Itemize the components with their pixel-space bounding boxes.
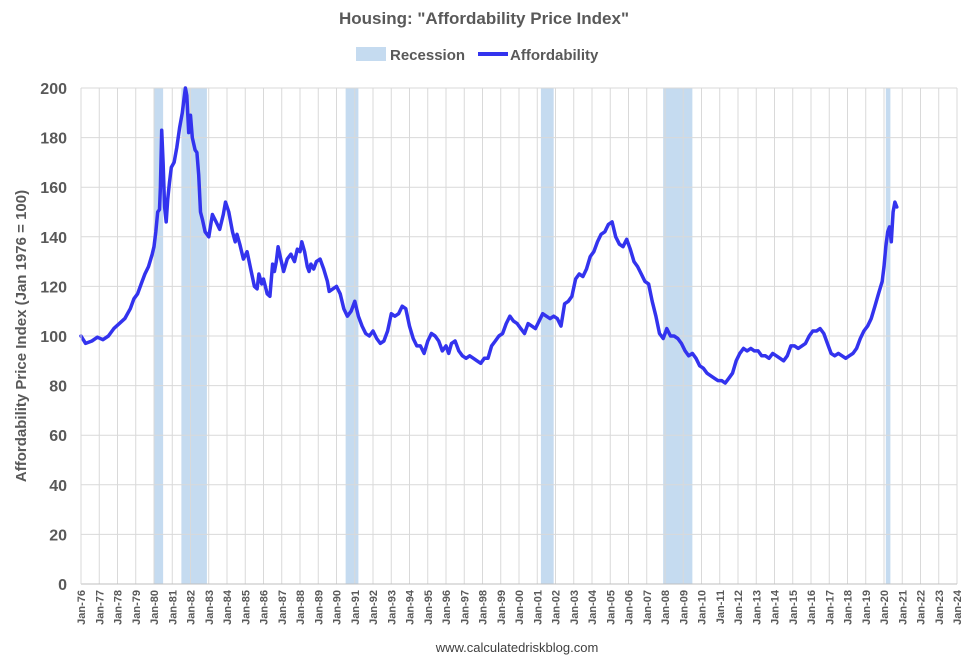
x-tick-label-8: Jan-84 xyxy=(222,589,234,625)
series-line-affordability xyxy=(79,86,899,385)
x-tick-label-5: Jan-81 xyxy=(167,590,179,625)
x-tick-label-40: Jan-16 xyxy=(806,590,818,625)
x-tick-label-31: Jan-07 xyxy=(642,590,654,625)
x-tick-label-18: Jan-94 xyxy=(405,589,417,625)
axes xyxy=(80,88,957,585)
x-tick-labels: Jan-76 Jan-77 Jan-78 Jan-79 Jan-80 Jan-81 Jan-… xyxy=(76,589,964,625)
y-tick-label-5: 100 xyxy=(40,329,67,346)
y-tick-label-2: 40 xyxy=(49,478,67,495)
legend-label-affordability: Affordability xyxy=(510,47,599,64)
series-lines xyxy=(79,86,899,385)
x-tick-label-4: Jan-80 xyxy=(149,590,161,625)
x-tick-label-45: Jan-21 xyxy=(897,590,909,625)
x-tick-label-48: Jan-24 xyxy=(952,589,964,625)
x-tick-label-26: Jan-02 xyxy=(551,590,563,625)
y-tick-labels: 0 20 40 60 80 100 120 140 160 180 200 xyxy=(40,81,67,594)
x-tick-label-20: Jan-96 xyxy=(441,590,453,625)
y-tick-label-4: 80 xyxy=(49,379,67,396)
x-tick-label-27: Jan-03 xyxy=(569,590,581,625)
x-tick-label-1: Jan-77 xyxy=(94,590,106,625)
x-tick-label-25: Jan-01 xyxy=(532,590,544,625)
legend-label-recession: Recession xyxy=(390,47,465,64)
x-tick-label-3: Jan-79 xyxy=(131,590,143,625)
x-tick-label-44: Jan-20 xyxy=(879,590,891,625)
x-tick-label-39: Jan-15 xyxy=(788,590,800,625)
y-tick-label-10: 200 xyxy=(40,81,67,98)
legend-swatch-recession xyxy=(356,47,386,61)
x-tick-label-9: Jan-85 xyxy=(240,590,252,625)
x-tick-label-23: Jan-99 xyxy=(496,590,508,625)
x-tick-label-34: Jan-10 xyxy=(697,590,709,625)
x-tick-label-17: Jan-93 xyxy=(386,590,398,625)
x-tick-label-6: Jan-82 xyxy=(186,590,198,625)
y-tick-label-0: 0 xyxy=(58,577,67,594)
y-tick-label-8: 160 xyxy=(40,180,67,197)
x-tick-label-13: Jan-89 xyxy=(313,590,325,625)
x-tick-label-0: Jan-76 xyxy=(76,590,88,625)
x-tick-label-29: Jan-05 xyxy=(605,590,617,625)
y-tick-label-9: 180 xyxy=(40,131,67,148)
x-tick-label-19: Jan-95 xyxy=(423,590,435,625)
legend: Recession Affordability xyxy=(356,47,599,64)
x-tick-label-30: Jan-06 xyxy=(624,590,636,625)
x-tick-label-43: Jan-19 xyxy=(861,590,873,625)
source-credit: www.calculatedriskblog.com xyxy=(435,640,599,655)
x-tick-label-41: Jan-17 xyxy=(824,590,836,625)
x-tick-label-21: Jan-97 xyxy=(459,590,471,625)
x-tick-label-46: Jan-22 xyxy=(916,590,928,625)
x-tick-label-12: Jan-88 xyxy=(295,590,307,625)
x-tick-label-32: Jan-08 xyxy=(660,590,672,625)
x-tick-label-36: Jan-12 xyxy=(733,590,745,625)
x-tick-label-35: Jan-11 xyxy=(715,590,727,624)
y-tick-label-7: 140 xyxy=(40,230,67,247)
x-tick-label-38: Jan-14 xyxy=(770,589,782,625)
x-tick-label-11: Jan-87 xyxy=(277,590,289,625)
y-tick-label-3: 60 xyxy=(49,428,67,445)
x-tick-label-15: Jan-91 xyxy=(350,590,362,625)
x-tick-label-24: Jan-00 xyxy=(514,590,526,625)
x-tick-label-37: Jan-13 xyxy=(751,590,763,625)
x-tick-label-10: Jan-86 xyxy=(259,590,271,625)
y-tick-label-1: 20 xyxy=(49,527,67,544)
x-tick-label-7: Jan-83 xyxy=(204,590,216,625)
y-axis-label: Affordability Price Index (Jan 1976 = 10… xyxy=(13,190,30,482)
x-tick-label-14: Jan-90 xyxy=(332,590,344,625)
x-tick-label-16: Jan-92 xyxy=(368,590,380,625)
chart-title: Housing: "Affordability Price Index" xyxy=(339,9,629,28)
x-tick-label-47: Jan-23 xyxy=(934,590,946,625)
x-tick-label-22: Jan-98 xyxy=(478,590,490,625)
x-tick-label-33: Jan-09 xyxy=(678,590,690,625)
x-tick-label-42: Jan-18 xyxy=(843,590,855,625)
x-tick-label-28: Jan-04 xyxy=(587,589,599,625)
x-tick-label-2: Jan-78 xyxy=(113,590,125,625)
gridlines xyxy=(80,87,958,584)
y-tick-label-6: 120 xyxy=(40,279,67,296)
